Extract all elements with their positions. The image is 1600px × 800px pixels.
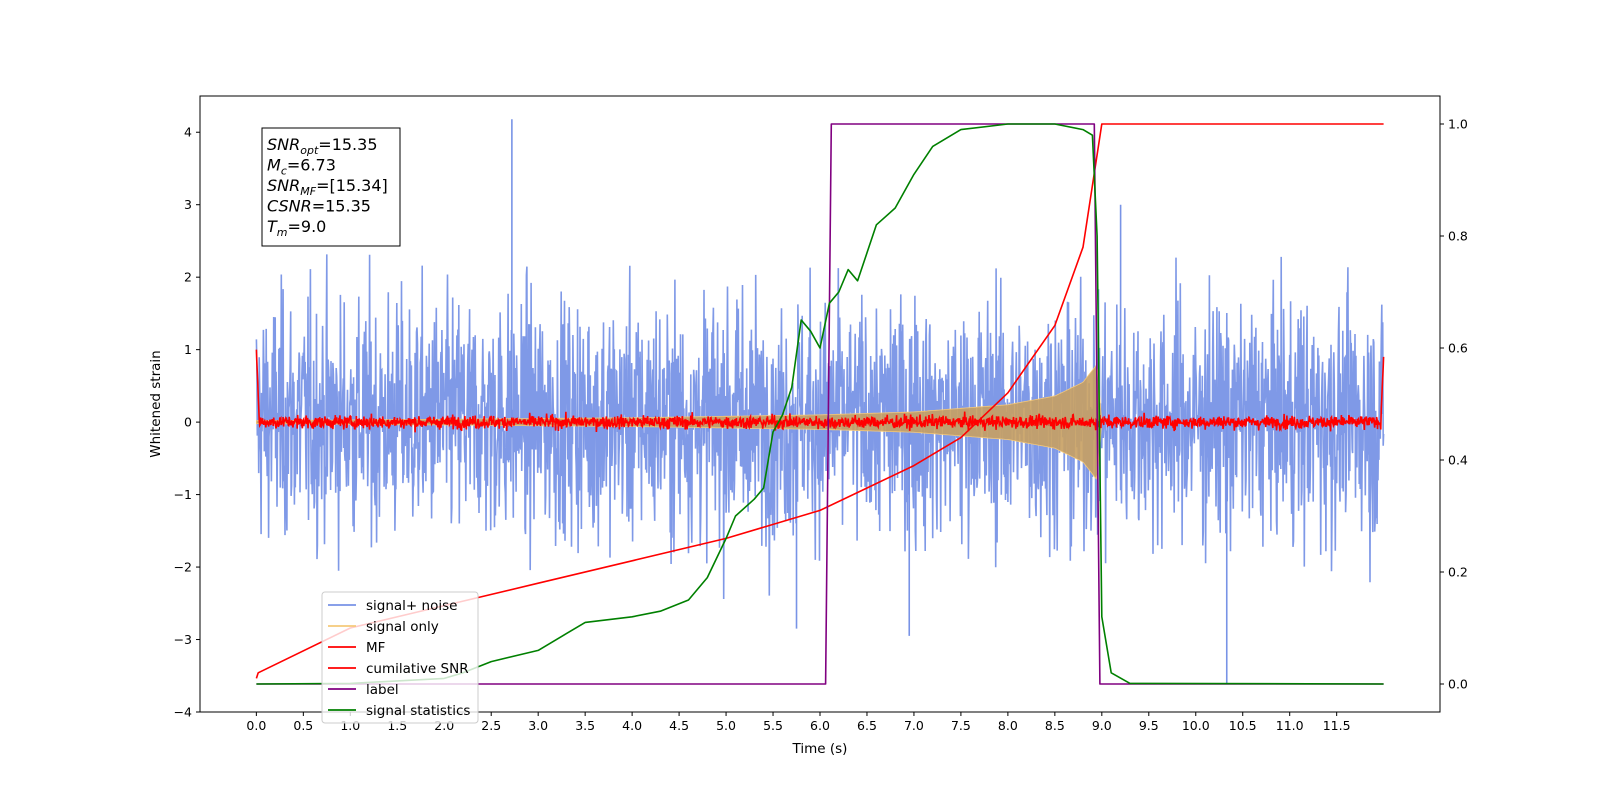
legend-frame xyxy=(321,591,479,724)
x-tick-label: 9.0 xyxy=(1092,718,1112,733)
y-tick-label: −3 xyxy=(174,632,192,647)
legend-entry-label: label xyxy=(366,682,399,698)
y-tick-label: −1 xyxy=(174,487,192,502)
series-signal-statistics-line xyxy=(256,123,1384,685)
x-tick-label: 0.0 xyxy=(246,718,266,733)
annotation-line: SNRopt=15.35 xyxy=(267,135,378,157)
right-tick-label: 0.6 xyxy=(1448,341,1468,356)
x-tick-label: 8.5 xyxy=(1045,718,1065,733)
y-tick-label: 1 xyxy=(184,342,192,357)
annotation-box: SNRopt=15.35Mc=6.73SNRMF=[15.34]CSNR=15.… xyxy=(261,127,401,247)
x-axis-ticks: 0.0 0.5 1.0 1.5 2.0 2.5 3.0 3.5 4.0 4.5 5.0 5.5 6.0 6… xyxy=(246,712,1351,733)
right-tick-label: 0.8 xyxy=(1448,229,1468,244)
y-tick-label: −4 xyxy=(174,705,192,720)
series-mf-line xyxy=(255,349,1385,433)
x-tick-label: 6.5 xyxy=(857,718,877,733)
y-tick-label: 0 xyxy=(184,415,192,430)
legend-entry-label: MF xyxy=(366,640,385,656)
right-tick-label: 0.2 xyxy=(1448,565,1468,580)
y-tick-label: 3 xyxy=(184,197,192,212)
y-tick-label: 4 xyxy=(184,125,192,140)
right-tick-label: 0.4 xyxy=(1448,453,1468,468)
x-tick-label: 7.0 xyxy=(904,718,924,733)
y-tick-label: −2 xyxy=(174,560,192,575)
x-tick-label: 3.0 xyxy=(528,718,548,733)
x-tick-label: 11.5 xyxy=(1323,718,1351,733)
x-tick-label: 6.0 xyxy=(810,718,830,733)
x-tick-label: 4.5 xyxy=(669,718,689,733)
x-tick-label: 2.5 xyxy=(481,718,501,733)
legend-entry-label: signal statistics xyxy=(366,703,470,719)
x-tick-label: 8.0 xyxy=(998,718,1018,733)
x-tick-label: 10.5 xyxy=(1229,718,1257,733)
x-tick-label: 9.5 xyxy=(1139,718,1159,733)
y-axis-ticks: −4 −3 −2 −1 0 1 2 3 4 xyxy=(174,125,200,720)
series-signal-noise-line xyxy=(255,254,1385,600)
x-tick-label: 10.0 xyxy=(1182,718,1210,733)
legend-entry-label: signal+ noise xyxy=(366,598,457,614)
annotation-line: SNRMF=[15.34] xyxy=(267,176,388,198)
right-tick-label: 1.0 xyxy=(1448,117,1468,132)
right-axis-ticks: 0.0 0.2 0.4 0.6 0.8 1.0 xyxy=(1440,117,1468,692)
x-tick-label: 0.5 xyxy=(293,718,313,733)
annotation-frame xyxy=(261,127,401,247)
legend-entry-label: cumilative SNR xyxy=(366,661,469,677)
y-tick-label: 2 xyxy=(184,270,192,285)
x-tick-label: 7.5 xyxy=(951,718,971,733)
x-tick-label: 3.5 xyxy=(575,718,595,733)
x-tick-label: 5.5 xyxy=(763,718,783,733)
right-tick-label: 0.0 xyxy=(1448,677,1468,692)
x-tick-label: 5.0 xyxy=(716,718,736,733)
legend-entry-label: signal only xyxy=(366,619,439,635)
annotation-line: Mc=6.73 xyxy=(267,156,336,178)
x-tick-label: 4.0 xyxy=(622,718,642,733)
y-axis-label: Whitened strain xyxy=(148,350,164,457)
legend: signal+ noise signal only MF cumilative SNR… xyxy=(321,591,479,724)
annotation-line: CSNR=15.35 xyxy=(267,197,371,216)
annotation-line: Tm=9.0 xyxy=(267,217,326,239)
x-axis-label: Time (s) xyxy=(792,741,848,757)
x-tick-label: 11.0 xyxy=(1276,718,1304,733)
